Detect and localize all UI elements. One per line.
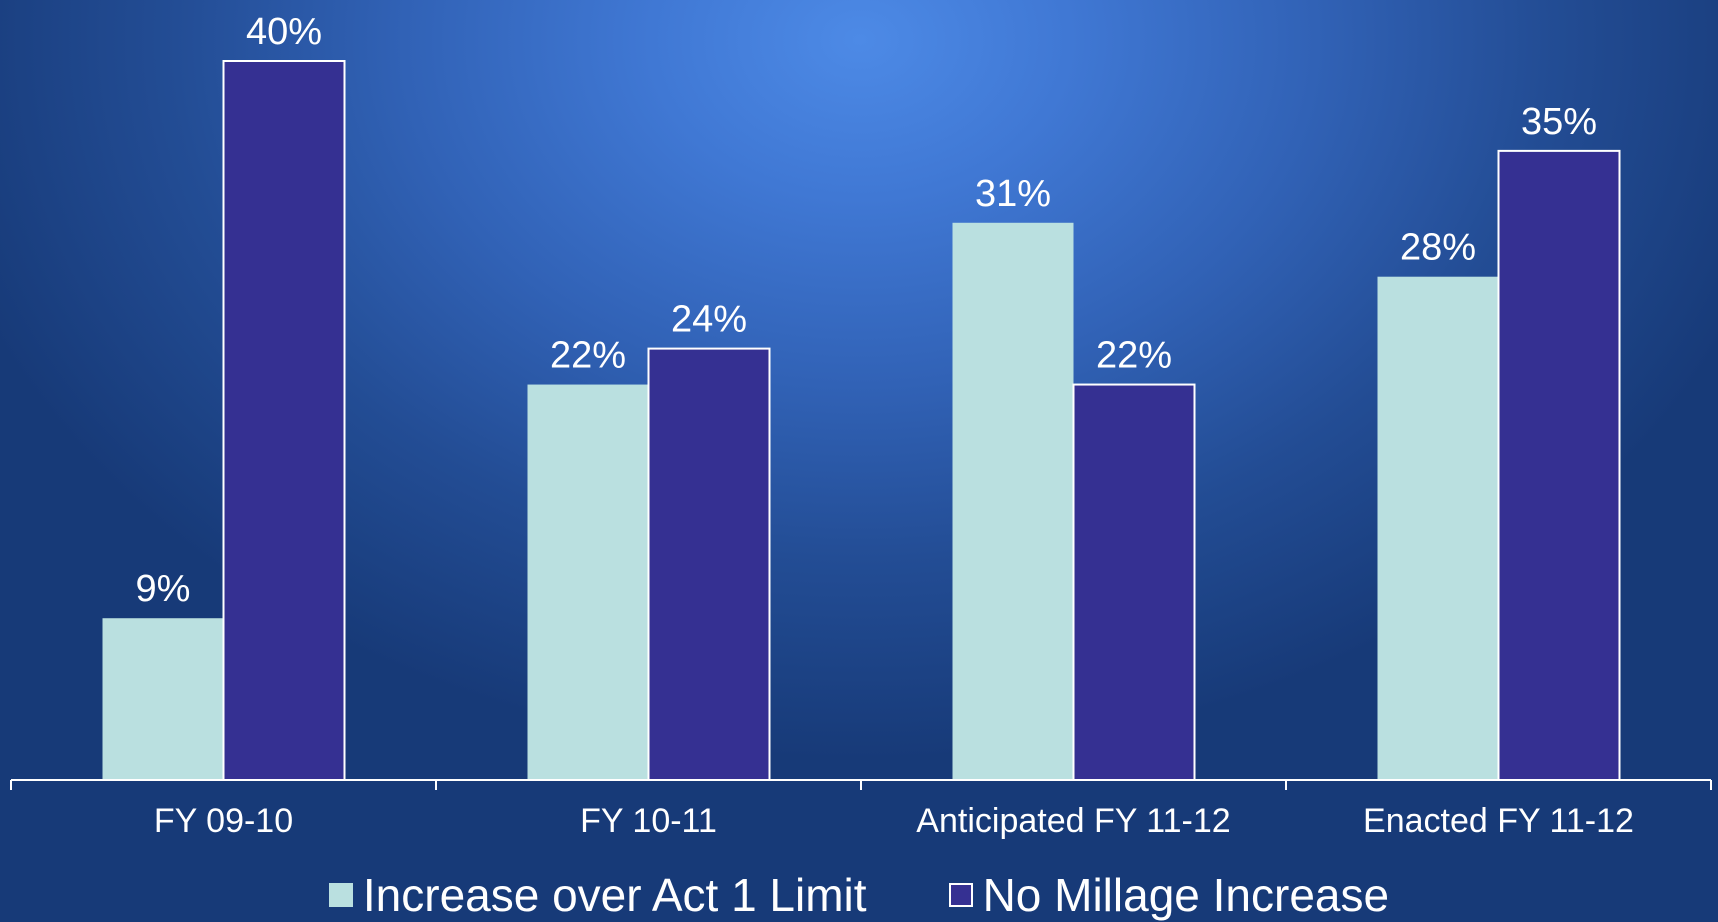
bar-no-millage-fy-09-10 <box>222 60 346 781</box>
legend-swatch-increase <box>328 883 353 907</box>
data-label-no-millage-enacted-fy-11-12: 35% <box>1521 101 1597 143</box>
bar-increase-fy-10-11 <box>527 384 649 780</box>
x-tick-label-anticipated-fy-11-12: Anticipated FY 11-12 <box>916 802 1230 840</box>
legend-swatch-no-millage <box>948 883 973 907</box>
bar-increase-anticipated-fy-11-12 <box>952 222 1074 780</box>
x-tick-label-enacted-fy-11-12: Enacted FY 11-12 <box>1363 802 1634 840</box>
data-label-increase-anticipated-fy-11-12: 31% <box>975 173 1051 215</box>
legend-label-increase: Increase over Act 1 Limit <box>362 869 867 921</box>
data-label-no-millage-fy-09-10: 40% <box>246 11 322 53</box>
data-label-no-millage-anticipated-fy-11-12: 22% <box>1096 335 1172 377</box>
legend: Increase over Act 1 Limit No Millage Inc… <box>0 868 1718 922</box>
legend-item-no-millage: No Millage Increase <box>948 868 1390 922</box>
data-label-increase-fy-09-10: 9% <box>136 568 191 610</box>
bar-increase-fy-09-10 <box>102 618 224 780</box>
bar-no-millage-anticipated-fy-11-12 <box>1072 383 1196 781</box>
x-tick-label-fy-09-10: FY 09-10 <box>154 802 293 840</box>
bars-layer <box>102 60 1621 781</box>
bar-increase-enacted-fy-11-12 <box>1377 276 1499 780</box>
data-labels: 9% 40% 22% 24% 31% 22% 28% 35% <box>136 11 1597 610</box>
data-label-increase-fy-10-11: 22% <box>550 335 626 377</box>
x-axis: FY 09-10 FY 10-11 Anticipated FY 11-12 Enac… <box>10 779 1712 840</box>
x-tick-label-fy-10-11: FY 10-11 <box>580 802 717 840</box>
data-label-no-millage-fy-10-11: 24% <box>671 299 747 341</box>
legend-item-increase: Increase over Act 1 Limit <box>328 868 867 922</box>
data-label-increase-enacted-fy-11-12: 28% <box>1400 227 1476 269</box>
legend-label-no-millage: No Millage Increase <box>982 869 1390 921</box>
bar-no-millage-enacted-fy-11-12 <box>1497 149 1621 781</box>
bar-no-millage-fy-10-11 <box>647 347 771 781</box>
